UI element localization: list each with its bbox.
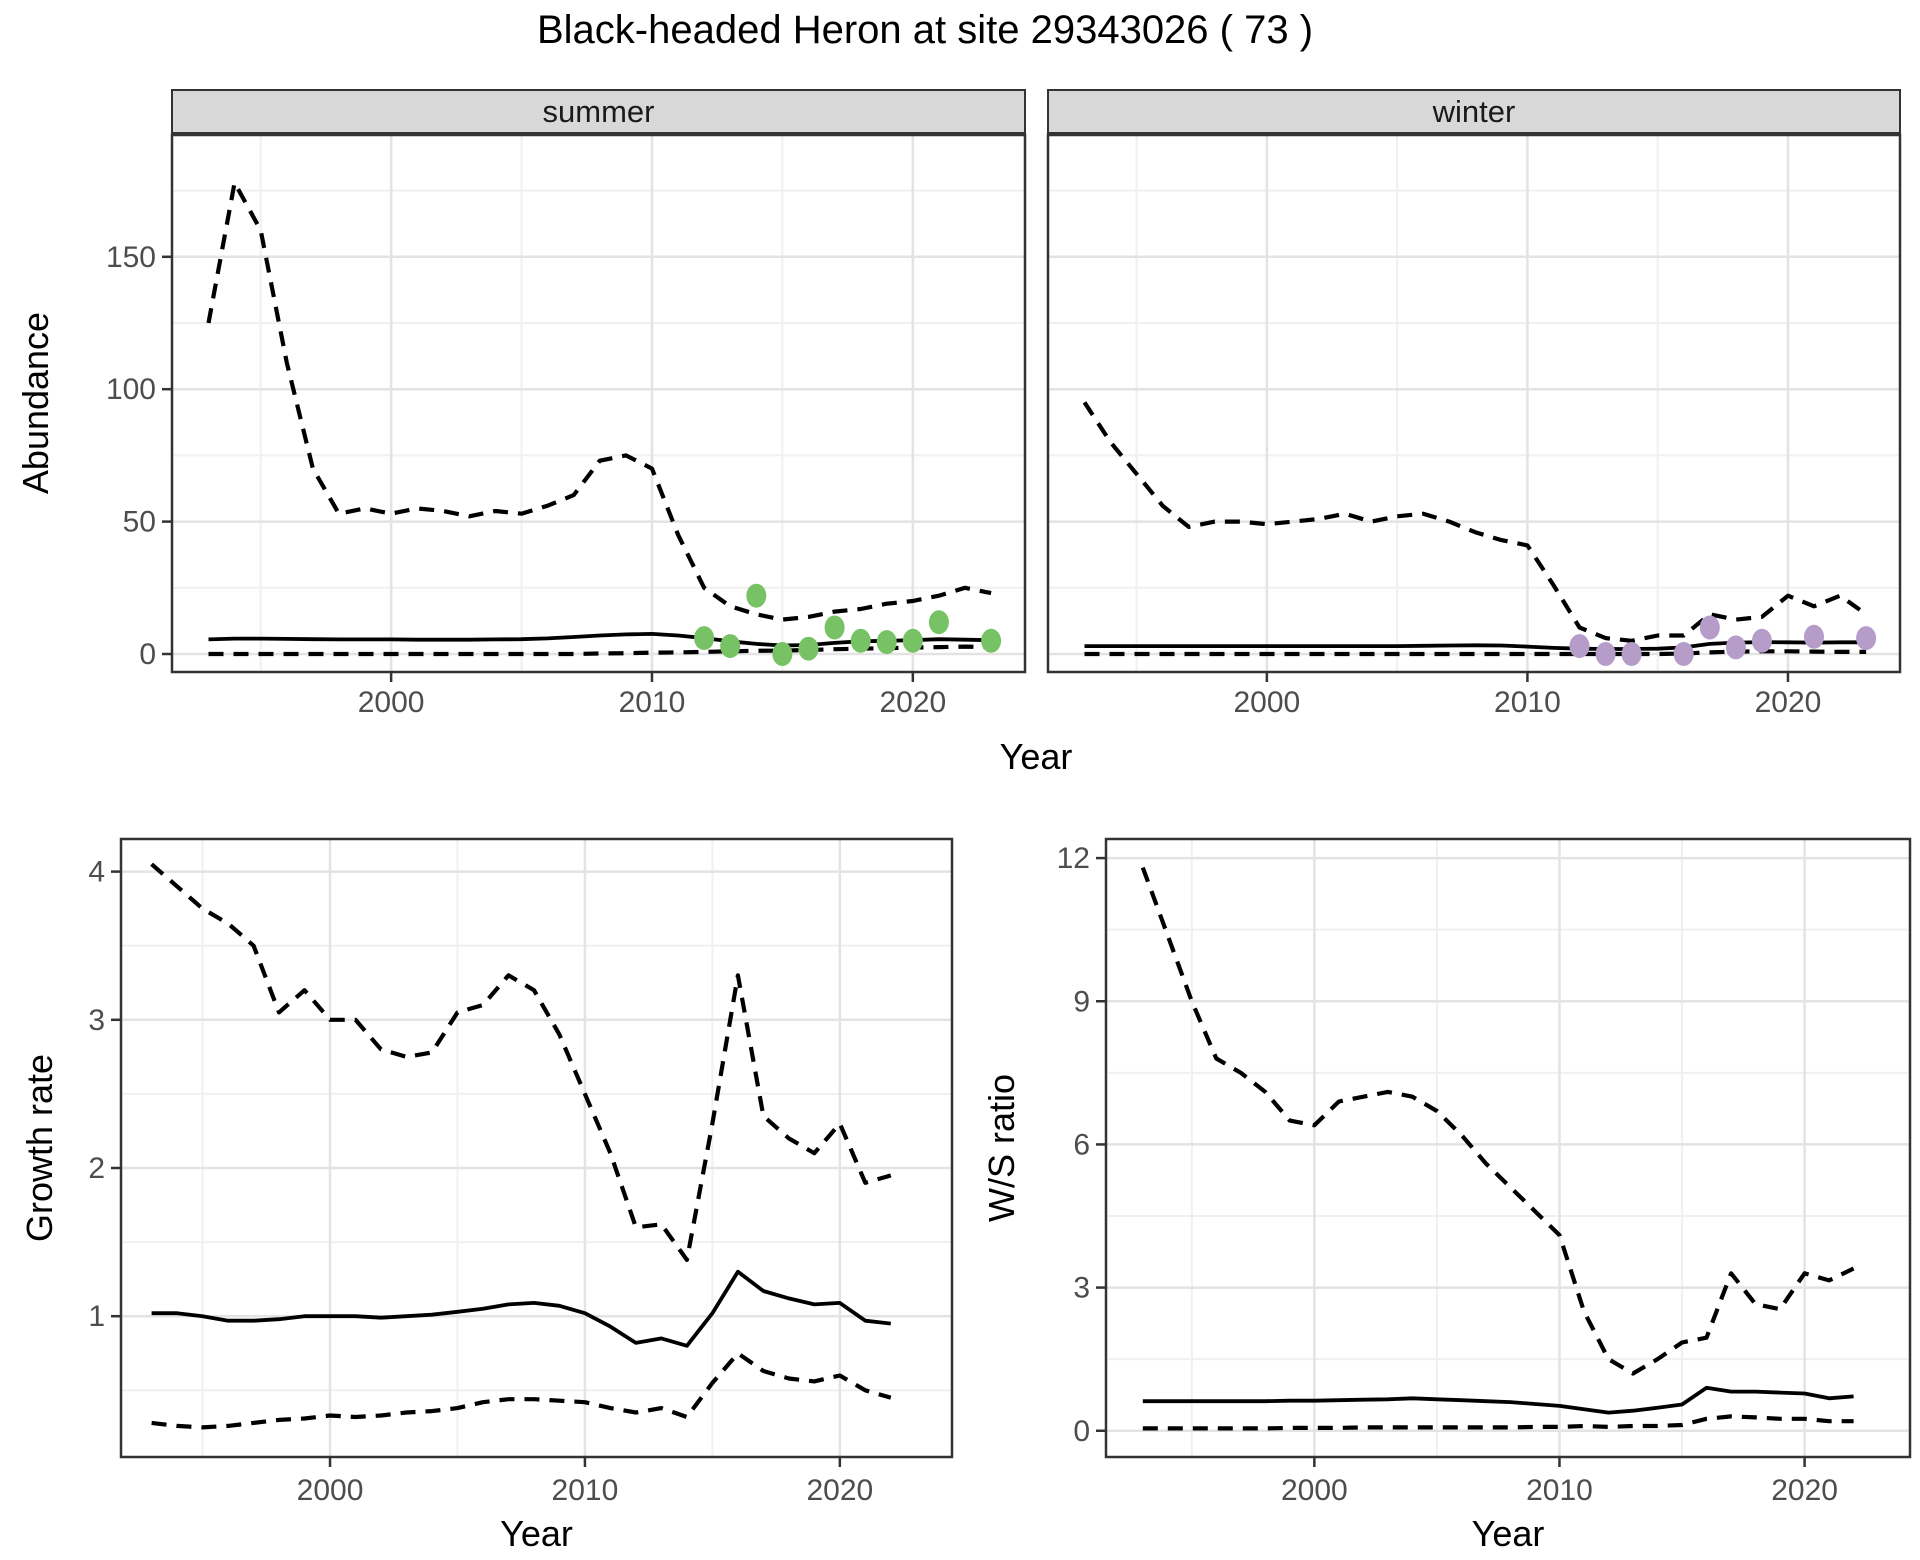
observed-point — [876, 630, 897, 655]
y-tick-label: 3 — [88, 1004, 105, 1037]
facet-strip-summer: summer — [542, 94, 655, 129]
y-tick-label: 2 — [88, 1152, 105, 1185]
x-tick-label: 2010 — [1494, 686, 1561, 719]
series-solid-line — [208, 632, 992, 648]
x-tick-label: 2000 — [297, 1474, 364, 1507]
y-tick-label: 12 — [1057, 842, 1090, 875]
observed-point — [1595, 642, 1616, 666]
y-axis-title-growth-rate: Growth rate — [19, 1053, 60, 1243]
x-axis-title-year-bottom-right: Year — [1471, 1513, 1545, 1554]
x-tick-label: 2020 — [806, 1474, 873, 1507]
observed-point — [1856, 626, 1877, 651]
x-tick-label: 2000 — [1281, 1474, 1348, 1507]
x-axis-title-year-top: Year — [999, 736, 1073, 777]
facet-strip-background — [171, 89, 1026, 134]
y-axis-title-abundance: Abundance — [15, 311, 56, 495]
y-tick-label: 1 — [88, 1300, 105, 1333]
series-dashed-line — [151, 1351, 892, 1430]
observed-point — [850, 628, 871, 653]
x-tick-label: 2020 — [1771, 1474, 1838, 1507]
panel-border — [1046, 133, 1902, 674]
x-tick-label: 2000 — [358, 686, 425, 719]
facet-strip-winter: winter — [1432, 94, 1516, 129]
observed-point — [902, 628, 923, 653]
series-dashed-line — [1140, 866, 1855, 1376]
y-tick-label: 3 — [1073, 1272, 1090, 1305]
series-dashed-line — [1142, 1414, 1854, 1431]
x-tick-label: 2010 — [619, 686, 686, 719]
y-tick-label: 4 — [88, 856, 105, 889]
observed-point — [1621, 642, 1642, 666]
observed-point — [928, 610, 949, 635]
chart-title: Black-headed Heron at site 29343026 ( 73… — [536, 8, 1314, 52]
observed-point — [720, 634, 741, 659]
observed-point — [1569, 634, 1590, 659]
observed-point — [1673, 642, 1694, 666]
y-tick-label: 0 — [1073, 1415, 1090, 1448]
panel-border — [119, 837, 954, 1459]
y-tick-label: 9 — [1073, 985, 1090, 1018]
panel-border — [1104, 837, 1912, 1459]
observed-point — [694, 626, 715, 651]
observed-point — [772, 642, 793, 666]
panel-border — [170, 133, 1027, 674]
series-solid-line — [1142, 1385, 1854, 1415]
facet-strip-background — [1047, 89, 1901, 134]
series-solid-line — [1084, 640, 1867, 651]
x-tick-label: 2010 — [552, 1474, 619, 1507]
x-tick-label: 2020 — [879, 686, 946, 719]
observed-point — [1804, 624, 1824, 649]
series-dashed-line — [1082, 401, 1868, 643]
y-tick-label: 100 — [106, 373, 156, 406]
observed-point — [824, 615, 845, 640]
observed-point — [1751, 628, 1772, 653]
series-dashed-line — [150, 862, 892, 1263]
x-tick-label: 2020 — [1755, 686, 1822, 719]
series-solid-line — [151, 1269, 892, 1348]
observed-point — [798, 636, 819, 661]
observed-point — [1725, 635, 1746, 660]
y-tick-label: 150 — [106, 241, 156, 274]
y-tick-label: 6 — [1073, 1128, 1090, 1161]
observed-point — [1699, 615, 1720, 640]
x-tick-label: 2000 — [1233, 686, 1300, 719]
x-tick-label: 2010 — [1526, 1474, 1593, 1507]
y-axis-title-ws-ratio: W/S ratio — [981, 1073, 1022, 1223]
observed-point — [746, 583, 767, 608]
observed-point — [981, 628, 1002, 653]
y-tick-label: 0 — [139, 638, 156, 671]
x-axis-title-year-bottom-left: Year — [500, 1513, 573, 1554]
y-tick-label: 50 — [123, 506, 156, 539]
series-dashed-line — [206, 180, 992, 622]
